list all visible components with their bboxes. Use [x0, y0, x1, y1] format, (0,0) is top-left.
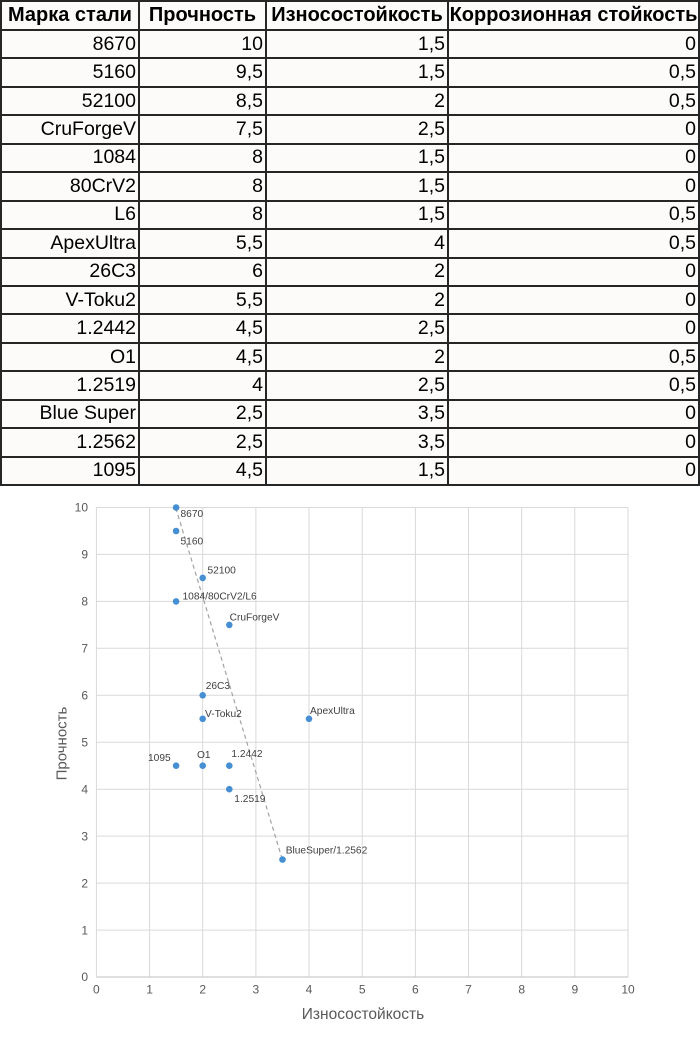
svg-text:Прочность: Прочность: [54, 706, 71, 780]
svg-text:8670: 8670: [181, 509, 204, 520]
svg-text:3: 3: [253, 983, 260, 997]
svg-text:BlueSuper/1.2562: BlueSuper/1.2562: [286, 846, 368, 857]
svg-text:2: 2: [81, 876, 88, 890]
svg-text:9: 9: [81, 548, 88, 562]
svg-text:9: 9: [571, 983, 578, 997]
svg-text:4: 4: [81, 782, 88, 796]
svg-text:3: 3: [81, 829, 88, 843]
svg-text:0: 0: [81, 970, 88, 984]
svg-text:5: 5: [359, 983, 366, 997]
svg-text:1: 1: [146, 983, 153, 997]
svg-text:5: 5: [81, 735, 88, 749]
svg-text:1095: 1095: [148, 753, 171, 764]
svg-text:5160: 5160: [181, 537, 204, 548]
svg-text:0: 0: [93, 983, 100, 997]
svg-text:6: 6: [412, 983, 419, 997]
svg-text:10: 10: [75, 501, 89, 515]
svg-text:10: 10: [621, 983, 635, 997]
svg-text:52100: 52100: [208, 566, 237, 577]
svg-text:1.2442: 1.2442: [231, 749, 262, 760]
svg-text:4: 4: [306, 983, 313, 997]
svg-text:7: 7: [465, 983, 472, 997]
svg-text:6: 6: [81, 689, 88, 703]
svg-text:Износостойкость: Износостойкость: [302, 1006, 424, 1023]
svg-text:26C3: 26C3: [206, 681, 231, 692]
svg-text:2: 2: [199, 983, 206, 997]
svg-text:8: 8: [81, 595, 88, 609]
svg-text:O1: O1: [197, 750, 211, 761]
svg-text:1084/80CrV2/L6: 1084/80CrV2/L6: [183, 592, 258, 603]
svg-text:8: 8: [518, 983, 525, 997]
svg-text:ApexUltra: ApexUltra: [310, 706, 355, 717]
svg-text:1: 1: [81, 923, 88, 937]
svg-text:CruForgeV: CruForgeV: [230, 612, 280, 623]
svg-text:1.2519: 1.2519: [234, 794, 265, 805]
svg-text:7: 7: [81, 642, 88, 656]
svg-text:V-Toku2: V-Toku2: [205, 709, 242, 720]
